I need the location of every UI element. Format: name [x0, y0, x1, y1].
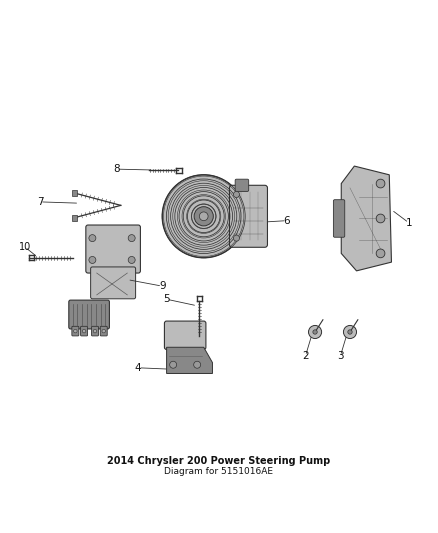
Circle shape	[162, 175, 245, 258]
Circle shape	[343, 326, 357, 338]
Circle shape	[376, 249, 385, 258]
FancyBboxPatch shape	[91, 267, 136, 299]
Circle shape	[313, 330, 317, 334]
Circle shape	[308, 326, 321, 338]
Circle shape	[233, 191, 240, 198]
Circle shape	[194, 207, 213, 226]
FancyBboxPatch shape	[72, 326, 79, 336]
Circle shape	[170, 361, 177, 368]
Text: 4: 4	[135, 363, 141, 373]
Circle shape	[128, 235, 135, 241]
Text: 5: 5	[163, 294, 170, 304]
Circle shape	[89, 256, 96, 263]
FancyBboxPatch shape	[92, 326, 99, 336]
Text: 3: 3	[337, 351, 344, 361]
Text: 8: 8	[113, 164, 120, 174]
Circle shape	[82, 329, 86, 333]
Circle shape	[376, 214, 385, 223]
Circle shape	[194, 361, 201, 368]
FancyBboxPatch shape	[164, 321, 206, 350]
Text: 6: 6	[283, 216, 290, 225]
FancyBboxPatch shape	[333, 200, 345, 237]
Text: Diagram for 5151016AE: Diagram for 5151016AE	[165, 467, 273, 476]
Circle shape	[89, 235, 96, 241]
FancyBboxPatch shape	[86, 225, 141, 273]
FancyBboxPatch shape	[100, 326, 107, 336]
FancyBboxPatch shape	[72, 190, 77, 196]
Text: 2014 Chrysler 200 Power Steering Pump: 2014 Chrysler 200 Power Steering Pump	[107, 456, 331, 466]
FancyBboxPatch shape	[81, 326, 88, 336]
Circle shape	[199, 212, 208, 221]
FancyBboxPatch shape	[72, 215, 77, 221]
Circle shape	[74, 329, 77, 333]
FancyBboxPatch shape	[235, 179, 249, 191]
Circle shape	[128, 256, 135, 263]
Text: 1: 1	[406, 218, 412, 228]
Text: 9: 9	[159, 281, 166, 291]
FancyBboxPatch shape	[69, 300, 110, 329]
Circle shape	[102, 329, 106, 333]
Text: 2: 2	[302, 351, 309, 361]
Circle shape	[93, 329, 97, 333]
Circle shape	[348, 330, 352, 334]
Text: 10: 10	[18, 242, 31, 252]
Polygon shape	[341, 166, 392, 271]
FancyBboxPatch shape	[230, 185, 268, 247]
Text: 7: 7	[37, 197, 43, 207]
Circle shape	[376, 179, 385, 188]
Polygon shape	[166, 348, 212, 374]
Circle shape	[233, 235, 240, 241]
